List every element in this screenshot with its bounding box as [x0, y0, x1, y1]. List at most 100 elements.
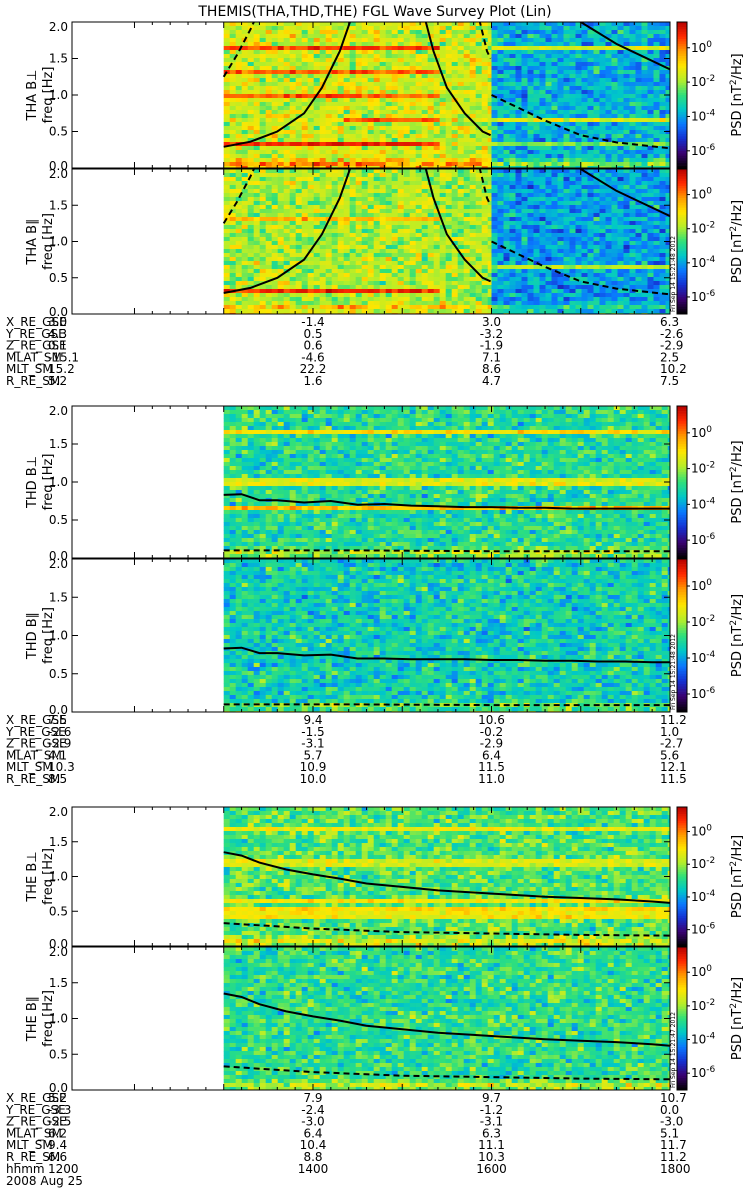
heatmap-cell: [487, 173, 492, 178]
heatmap-cell: [289, 233, 296, 238]
heatmap-cell: [457, 213, 464, 218]
heatmap-cell: [521, 114, 528, 119]
heatmap-cell: [515, 138, 522, 143]
heatmap-cell: [373, 74, 380, 79]
heatmap-cell: [563, 58, 570, 63]
heatmap-cell: [539, 82, 546, 87]
heatmap-cell: [289, 26, 296, 31]
heatmap-cell: [445, 146, 452, 151]
heatmap-cell: [445, 166, 452, 169]
heatmap-cell: [451, 261, 458, 266]
heatmap-cell: [581, 78, 588, 83]
heatmap-cell: [325, 90, 332, 95]
heatmap-cell: [487, 98, 492, 103]
heatmap-cell: [647, 26, 654, 31]
heatmap-cell: [475, 289, 482, 294]
heatmap-cell: [295, 26, 302, 31]
heatmap-cell: [581, 34, 588, 39]
heatmap-cell: [433, 78, 440, 83]
heatmap-cell: [367, 82, 374, 87]
heatmap-cell: [283, 309, 290, 314]
heatmap-cell: [229, 126, 236, 131]
heatmap-cell: [515, 54, 522, 59]
heatmap-cell: [391, 94, 398, 99]
heatmap-cell: [319, 277, 326, 282]
heatmap-cell: [427, 229, 434, 234]
heatmap-cell: [403, 34, 410, 39]
heatmap-cell: [397, 285, 404, 290]
heatmap-cell: [379, 281, 386, 286]
heatmap-cell: [481, 58, 488, 63]
heatmap-cell: [647, 110, 654, 115]
heatmap-cell: [533, 229, 540, 234]
heatmap-cell: [415, 185, 422, 190]
heatmap-cell: [229, 46, 236, 51]
heatmap-cell: [481, 281, 488, 286]
heatmap-cell: [265, 134, 272, 139]
heatmap-cell: [497, 62, 504, 67]
heatmap-cell: [295, 126, 302, 131]
heatmap-cell: [361, 193, 368, 198]
heatmap-cell: [533, 94, 540, 99]
heatmap-cell: [475, 66, 482, 71]
heatmap-cell: [229, 173, 236, 178]
heatmap-cell: [599, 134, 606, 139]
heatmap-cell: [235, 74, 242, 79]
heatmap-cell: [557, 94, 564, 99]
heatmap-cell: [659, 126, 666, 131]
heatmap-cell: [641, 46, 648, 51]
heatmap-cell: [497, 213, 504, 218]
heatmap-cell: [229, 225, 236, 230]
heatmap-cell: [367, 74, 374, 79]
heatmap-cell: [463, 154, 470, 159]
heatmap-cell: [623, 74, 630, 79]
heatmap-cell: [253, 50, 260, 55]
heatmap-cell: [289, 193, 296, 198]
heatmap-cell: [379, 269, 386, 274]
heatmap-cell: [433, 261, 440, 266]
heatmap-cell: [481, 166, 488, 169]
heatmap-cell: [445, 98, 452, 103]
heatmap-cell: [283, 26, 290, 31]
heatmap-cell: [271, 177, 278, 182]
heatmap-cell: [235, 261, 242, 266]
heatmap-cell: [409, 110, 416, 115]
heatmap-cell: [457, 146, 464, 151]
heatmap-cell: [427, 150, 434, 155]
heatmap-cell: [337, 162, 344, 167]
heatmap-cell: [451, 225, 458, 230]
heatmap-cell: [421, 249, 428, 254]
heatmap-cell: [295, 173, 302, 178]
heatmap-cell: [665, 118, 671, 123]
heatmap-cell: [629, 221, 636, 226]
heatmap-cell: [581, 146, 588, 151]
heatmap-cell: [481, 265, 488, 270]
heatmap-cell: [367, 257, 374, 262]
heatmap-cell: [259, 237, 266, 242]
heatmap-cell: [373, 289, 380, 294]
heatmap-cell: [229, 138, 236, 143]
heatmap-cell: [563, 162, 570, 167]
heatmap-cell: [623, 162, 630, 167]
heatmap-cell: [283, 181, 290, 186]
heatmap-cell: [235, 110, 242, 115]
heatmap-cell: [611, 42, 618, 47]
heatmap-cell: [557, 70, 564, 75]
heatmap-cell: [587, 30, 594, 35]
heatmap-cell: [545, 177, 552, 182]
heatmap-cell: [379, 293, 386, 298]
heatmap-cell: [361, 34, 368, 39]
heatmap-cell: [355, 213, 362, 218]
heatmap-cell: [563, 146, 570, 151]
heatmap-cell: [397, 158, 404, 163]
heatmap-cell: [319, 209, 326, 214]
heatmap-cell: [295, 181, 302, 186]
heatmap-cell: [491, 102, 498, 107]
heatmap-cell: [659, 138, 666, 143]
heatmap-cell: [337, 189, 344, 194]
heatmap-cell: [271, 229, 278, 234]
heatmap-cell: [253, 166, 260, 169]
heatmap-cell: [593, 193, 600, 198]
heatmap-cell: [277, 197, 284, 202]
heatmap-cell: [481, 22, 488, 27]
